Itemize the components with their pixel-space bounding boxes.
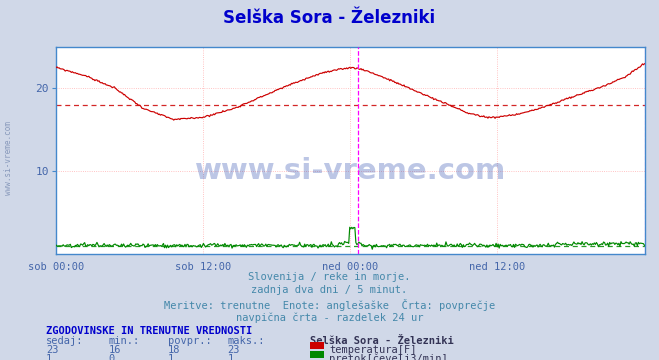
Text: temperatura[F]: temperatura[F] (330, 345, 417, 355)
Text: min.:: min.: (109, 336, 140, 346)
Text: ned 00:00: ned 00:00 (322, 262, 378, 272)
Text: Meritve: trenutne  Enote: anglešaške  Črta: povprečje: Meritve: trenutne Enote: anglešaške Črta… (164, 299, 495, 311)
Text: 0: 0 (109, 354, 115, 360)
Text: ZGODOVINSKE IN TRENUTNE VREDNOSTI: ZGODOVINSKE IN TRENUTNE VREDNOSTI (46, 326, 252, 336)
Text: 1: 1 (227, 354, 233, 360)
Text: maks.:: maks.: (227, 336, 265, 346)
Text: Selška Sora - Železniki: Selška Sora - Železniki (223, 9, 436, 27)
Text: zadnja dva dni / 5 minut.: zadnja dva dni / 5 minut. (251, 285, 408, 296)
Text: povpr.:: povpr.: (168, 336, 212, 346)
Text: sob 12:00: sob 12:00 (175, 262, 231, 272)
Text: pretok[čevelj3/min]: pretok[čevelj3/min] (330, 354, 448, 360)
Text: Selška Sora - Železniki: Selška Sora - Železniki (310, 336, 453, 346)
Text: www.si-vreme.com: www.si-vreme.com (4, 121, 13, 195)
Text: sob 00:00: sob 00:00 (28, 262, 84, 272)
Text: 1: 1 (168, 354, 174, 360)
Text: 16: 16 (109, 345, 121, 355)
Text: ned 12:00: ned 12:00 (469, 262, 525, 272)
Text: sedaj:: sedaj: (46, 336, 84, 346)
Text: 23: 23 (46, 345, 59, 355)
Text: 1: 1 (46, 354, 52, 360)
Text: 18: 18 (168, 345, 181, 355)
Text: navpična črta - razdelek 24 ur: navpična črta - razdelek 24 ur (236, 313, 423, 323)
Text: Slovenija / reke in morje.: Slovenija / reke in morje. (248, 272, 411, 282)
Text: 23: 23 (227, 345, 240, 355)
Text: www.si-vreme.com: www.si-vreme.com (194, 157, 506, 185)
